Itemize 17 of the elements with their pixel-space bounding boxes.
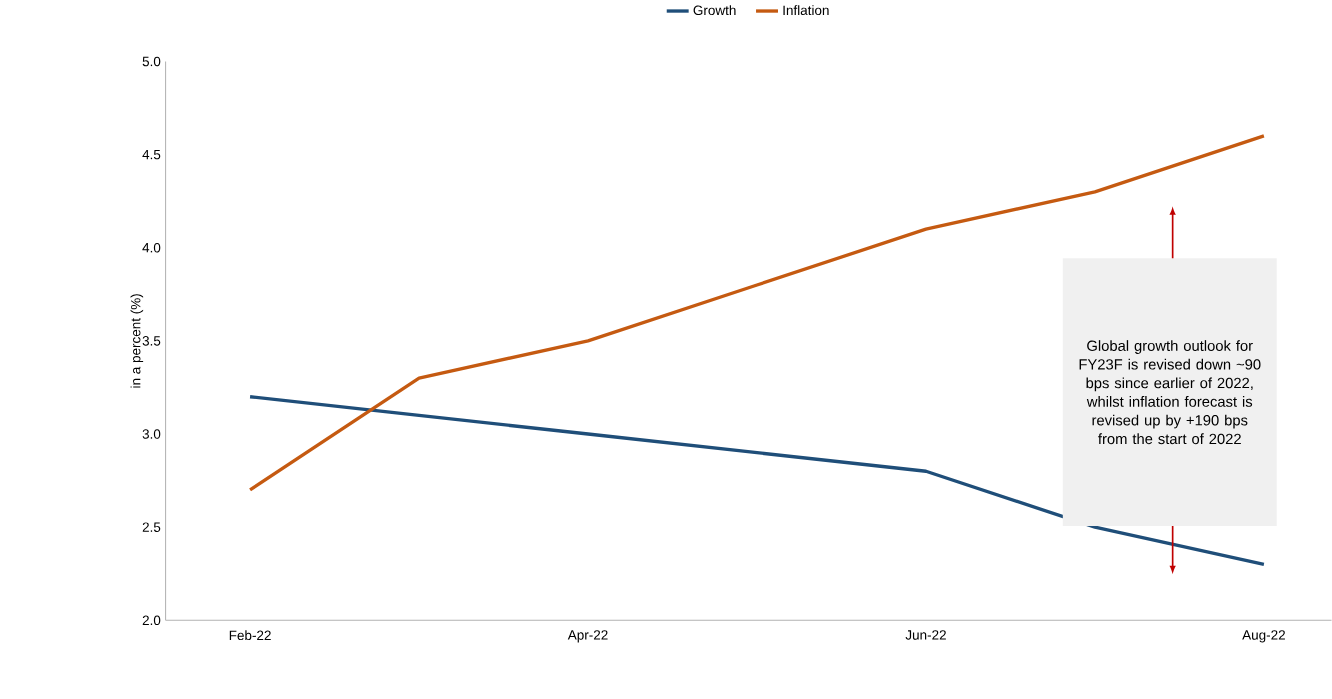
line-series bbox=[248, 395, 1266, 567]
legend-label: Growth bbox=[693, 5, 736, 16]
y-tick-label: 4.5 bbox=[142, 150, 161, 160]
x-tick-label: Apr-22 bbox=[567, 630, 608, 643]
x-tick-label: Feb-22 bbox=[229, 630, 271, 641]
x-tick-label: Aug-22 bbox=[1242, 630, 1285, 643]
line-series bbox=[248, 134, 1266, 492]
y-tick-label: 3.0 bbox=[142, 429, 161, 440]
y-tick-label: 5.0 bbox=[142, 56, 161, 67]
y-tick-label: 4.0 bbox=[142, 243, 161, 253]
annotation: Global growth outlook for FY23F is revised down ~90 bps since earlier of 2022, whilst inflation forecast is revised up by +190 bps from the start of 2022 bbox=[1079, 340, 1261, 445]
legend-label: Inflation bbox=[783, 5, 829, 16]
y-axis-title: in a percent (%) bbox=[130, 294, 144, 388]
y-tick-label: 2.5 bbox=[142, 522, 161, 533]
x-tick-label: Jun-22 bbox=[905, 630, 946, 640]
y-tick-label: 3.5 bbox=[142, 336, 161, 346]
y-tick-label: 2.0 bbox=[142, 615, 161, 626]
